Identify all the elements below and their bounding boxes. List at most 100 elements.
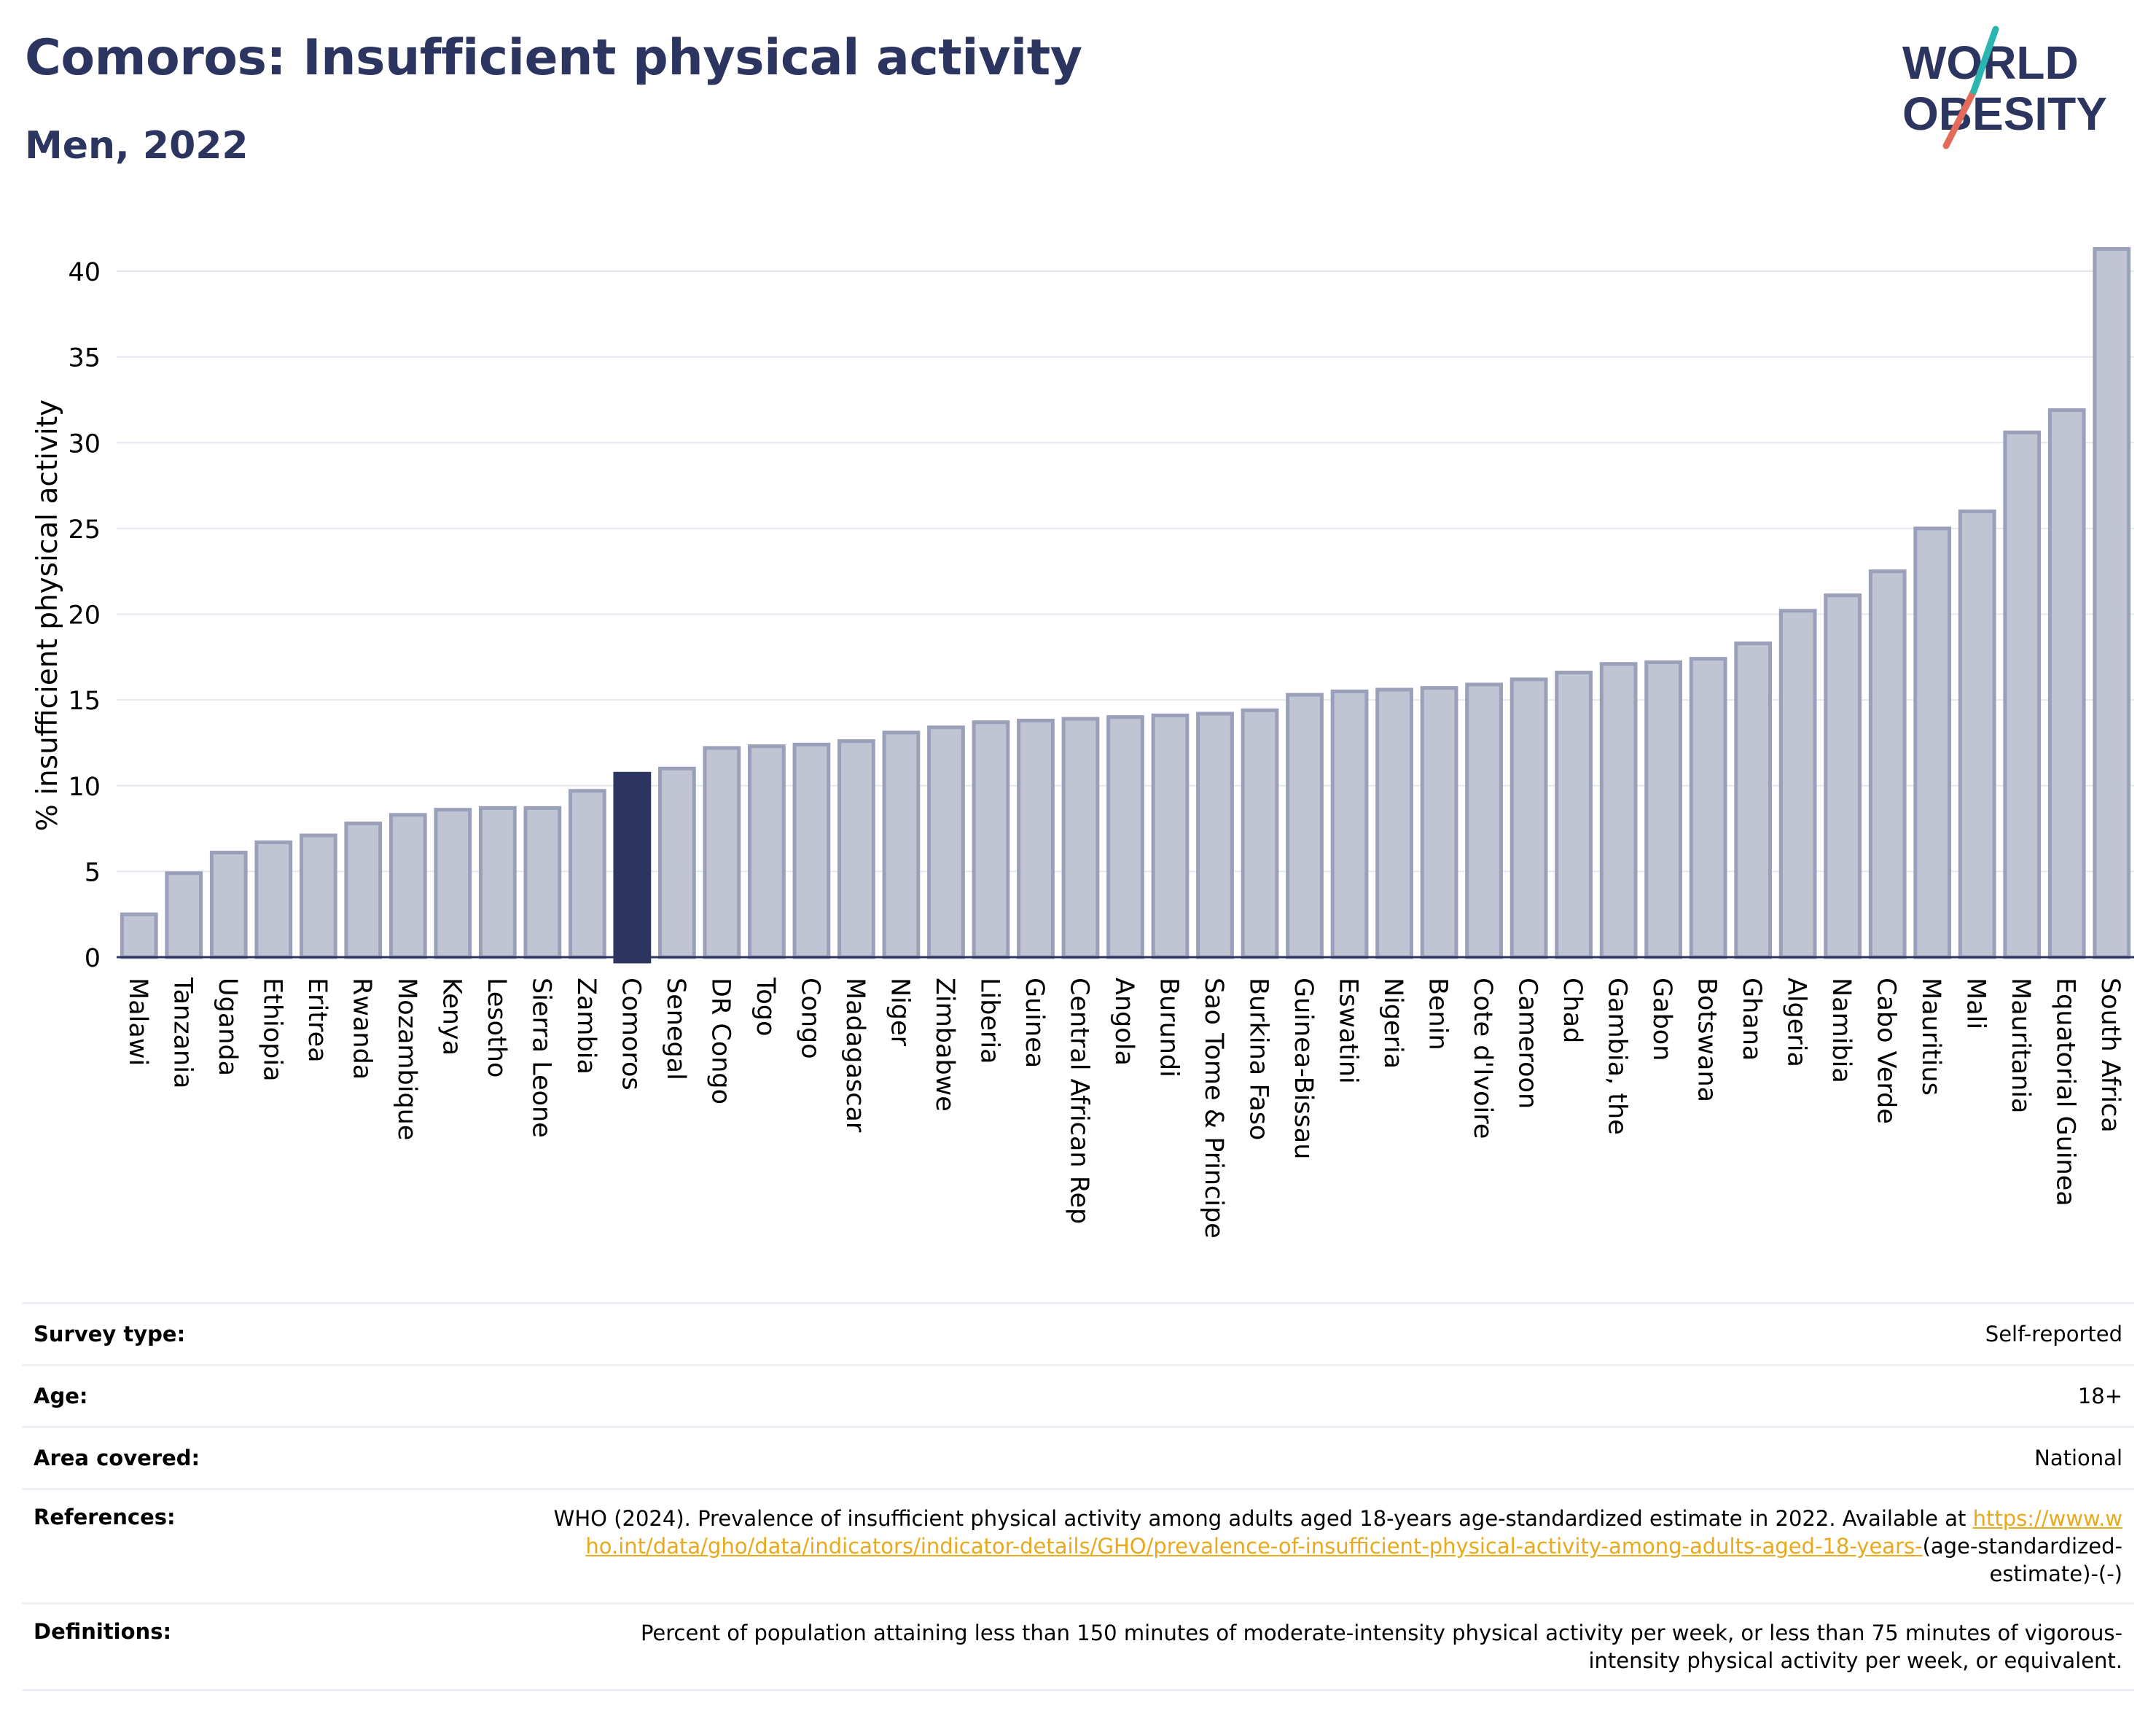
- bar-guinea: [1017, 718, 1055, 959]
- reference-text-after: (age-standardized-estimate)-(-): [1922, 1534, 2122, 1586]
- x-tick-label: Senegal: [661, 978, 690, 1080]
- x-tick-label: Angola: [1109, 978, 1138, 1066]
- x-tick-label: Eswatini: [1334, 978, 1363, 1084]
- info-label: References:: [34, 1505, 176, 1529]
- info-row-area-covered: Area covered: National: [22, 1426, 2134, 1488]
- info-value: National: [2034, 1446, 2122, 1470]
- x-tick-label: Eritrea: [302, 978, 332, 1063]
- x-tick-label: Namibia: [1827, 978, 1856, 1083]
- y-tick-label: 0: [85, 944, 101, 973]
- x-tick-label: DR Congo: [706, 978, 735, 1104]
- bar-mali: [1958, 509, 1996, 959]
- bar-chart: 0 5 10 15 20 25 30 35 40 Malawi Tanzania Uganda Eth…: [31, 246, 2134, 1239]
- bar-eritrea: [299, 833, 337, 959]
- info-label: Age:: [34, 1384, 88, 1408]
- info-row-definitions: Definitions: Percent of population attai…: [22, 1602, 2134, 1691]
- bar-ethiopia: [254, 840, 293, 959]
- bar-angola: [1106, 715, 1144, 959]
- info-label: Definitions:: [34, 1619, 172, 1644]
- x-tick-label: Central African Rep: [1064, 978, 1093, 1224]
- bar-eswatini: [1330, 689, 1369, 959]
- bar-benin: [1420, 686, 1458, 959]
- bar-kenya: [434, 808, 472, 959]
- x-tick-label: Botswana: [1692, 978, 1722, 1102]
- y-tick-label: 10: [68, 773, 101, 802]
- bar-dr-congo: [703, 746, 741, 959]
- bar-namibia: [1824, 593, 1862, 959]
- bar-tanzania: [165, 871, 203, 959]
- x-tick-label: Algeria: [1782, 978, 1811, 1067]
- y-axis-label: % insufficient physical activity: [31, 399, 64, 831]
- info-value: 18+: [2077, 1384, 2122, 1408]
- y-axis-ticks: 0 5 10 15 20 25 30 35 40: [68, 258, 101, 973]
- x-tick-label: Zimbabwe: [930, 978, 959, 1112]
- x-tick-label: Zambia: [571, 978, 601, 1075]
- y-tick-label: 40: [68, 258, 101, 287]
- bar-madagascar: [837, 739, 875, 959]
- reference-text: WHO (2024). Prevalence of insufficient p…: [553, 1506, 1966, 1531]
- y-tick-label: 25: [68, 515, 101, 545]
- x-tick-label: Guinea: [1020, 978, 1049, 1068]
- x-tick-label: Nigeria: [1378, 978, 1407, 1069]
- x-tick-label: Madagascar: [840, 978, 870, 1133]
- logo-slash-red: [1942, 87, 1977, 149]
- bar-algeria: [1778, 609, 1817, 959]
- x-tick-label: Mauritius: [1916, 978, 1945, 1096]
- x-tick-label: Cote d'Ivoire: [1468, 978, 1497, 1139]
- x-tick-label: Ethiopia: [257, 978, 286, 1082]
- info-value: Self-reported: [1985, 1322, 2122, 1346]
- x-tick-label: Sierra Leone: [526, 978, 555, 1138]
- bar-nigeria: [1375, 687, 1413, 959]
- bar-equatorial-guinea: [2047, 408, 2086, 959]
- bar-zambia: [568, 789, 606, 959]
- bar-gabon: [1644, 660, 1683, 959]
- bar-uganda: [209, 851, 248, 959]
- y-tick-label: 15: [68, 687, 101, 716]
- bar-malawi: [120, 912, 158, 959]
- bar-lesotho: [478, 806, 517, 959]
- bar-sao-tome-principe: [1196, 711, 1234, 959]
- info-row-references: References: WHO (2024). Prevalence of in…: [22, 1488, 2134, 1602]
- x-tick-label: Equatorial Guinea: [2051, 978, 2080, 1206]
- x-tick-label: Comoros: [616, 978, 645, 1091]
- x-tick-label: Gambia, the: [1603, 978, 1632, 1135]
- x-tick-label: Mauritania: [2006, 978, 2035, 1113]
- x-tick-label: Kenya: [437, 978, 466, 1056]
- bar-ghana: [1734, 642, 1773, 959]
- info-table: Survey type: Self-reported Age: 18+ Area…: [22, 1302, 2134, 1691]
- logo-slash-teal: [1970, 26, 1999, 95]
- x-tick-label: South Africa: [2096, 978, 2125, 1133]
- bar-burkina-faso: [1241, 708, 1279, 959]
- bar-cote-d-ivoire: [1465, 682, 1503, 959]
- x-tick-label: Rwanda: [347, 978, 376, 1080]
- x-tick-label: Burkina Faso: [1244, 978, 1273, 1140]
- x-tick-label: Niger: [885, 978, 914, 1047]
- x-tick-label: Benin: [1423, 978, 1453, 1050]
- y-tick-label: 35: [68, 344, 101, 373]
- bar-rwanda: [344, 822, 383, 959]
- info-row-age: Age: 18+: [22, 1364, 2134, 1426]
- y-tick-label: 20: [68, 601, 101, 631]
- bar-mozambique: [388, 813, 427, 959]
- x-tick-label: Tanzania: [168, 977, 197, 1088]
- bar-comoros: [613, 771, 652, 964]
- bars: [120, 246, 2131, 964]
- info-label: Area covered:: [34, 1446, 200, 1470]
- x-tick-label: Ghana: [1737, 978, 1766, 1061]
- reference-link[interactable]: https://www.who.int/data/gho/data/indica…: [585, 1506, 2122, 1559]
- x-tick-label: Mozambique: [392, 978, 421, 1140]
- x-tick-label: Uganda: [213, 978, 242, 1076]
- bar-guinea-bissau: [1286, 693, 1324, 959]
- bar-sierra-leone: [523, 806, 562, 959]
- bar-burundi: [1151, 713, 1190, 959]
- x-tick-label: Lesotho: [482, 978, 511, 1077]
- bar-mauritius: [1913, 526, 1952, 959]
- info-label: Survey type:: [34, 1322, 186, 1346]
- bar-chad: [1555, 671, 1593, 959]
- bar-senegal: [658, 766, 696, 959]
- x-tick-label: Malawi: [123, 978, 152, 1066]
- x-tick-label: Togo: [751, 977, 780, 1036]
- x-axis-labels: Malawi Tanzania Uganda Ethiopia Eritrea Rwand…: [123, 977, 2125, 1239]
- bar-gambia-the: [1599, 662, 1638, 959]
- x-tick-label: Sao Tome & Principe: [1199, 978, 1228, 1239]
